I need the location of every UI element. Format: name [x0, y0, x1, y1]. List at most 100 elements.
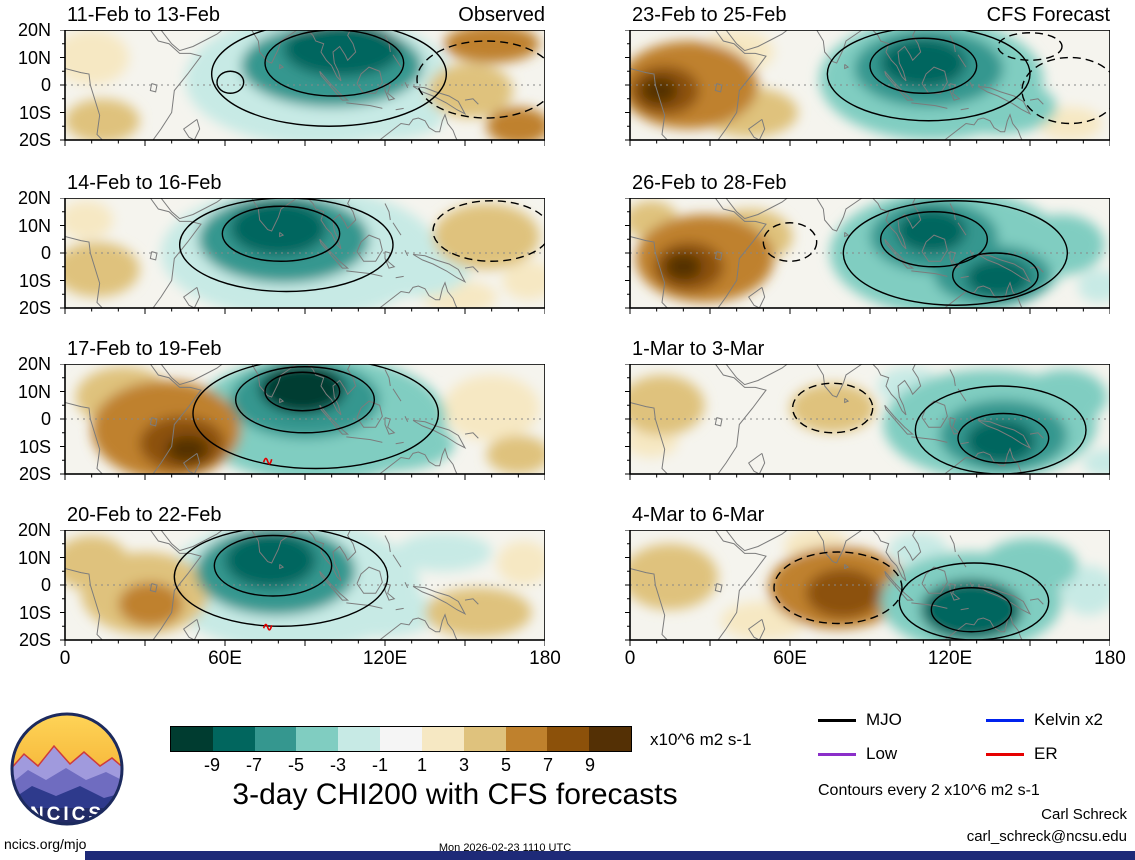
credit-email: carl_schreck@ncsu.edu [966, 828, 1127, 845]
legend-label: ER [1034, 744, 1058, 763]
y-axis-labels: 20N 10N 0 10S 20S [1, 520, 51, 650]
bottom-blue-bar [85, 851, 1135, 860]
y-tick-label: 20S [18, 464, 51, 484]
panel-title: 20-Feb to 22-Feb [67, 504, 222, 526]
colorbar-labels: -9 -7 -5 -3 -1 1 3 5 7 9 [170, 755, 632, 777]
colorbar-tick-label: -7 [245, 755, 263, 775]
legend-label: Low [866, 744, 898, 763]
y-tick-label: 10S [18, 102, 51, 123]
colorbar [170, 726, 632, 752]
y-tick-label: 0 [40, 243, 51, 263]
y-axis-labels: 20N 10N 0 10S 20S [1, 188, 51, 318]
column-header-observed: Observed [458, 4, 545, 26]
panel-title: 14-Feb to 16-Feb [67, 172, 222, 194]
panel-fcst-3: 1-Mar to 3-Mar [624, 338, 1110, 480]
legend-label: MJO [866, 710, 902, 729]
y-tick-label: 0 [40, 575, 51, 595]
map-panel [625, 198, 1110, 314]
ncics-logo: NCICS [10, 712, 124, 826]
map-panel [625, 30, 1110, 146]
map-panel [625, 530, 1110, 646]
y-tick-label: 10N [17, 381, 51, 402]
site-url: ncics.org/mjo [4, 836, 87, 852]
logo-border [10, 712, 124, 826]
colorbar-segment [463, 727, 506, 751]
colorbar-tick-label: -9 [203, 755, 221, 775]
colorbar-segment [338, 727, 381, 751]
legend-line-swatch [986, 752, 1024, 756]
legend-line-swatch [818, 718, 856, 722]
colorbar-tick-label: 7 [542, 755, 554, 775]
colorbar-segment [421, 727, 464, 751]
legend-item-er: ER [986, 744, 1135, 764]
map-panel [625, 364, 1110, 480]
panel-title: 11-Feb to 13-Feb [67, 4, 221, 26]
x-tick-label: 120E [927, 648, 973, 669]
y-tick-label: 0 [40, 409, 51, 429]
y-axis-labels: 20N 10N 0 10S 20S [1, 20, 51, 150]
column-header-cfs-forecast: CFS Forecast [986, 4, 1110, 26]
map-panel [60, 198, 545, 314]
y-tick-label: 20S [18, 630, 51, 650]
panel-obs-3: 17-Feb to 19-Feb 20N 10N 0 10S 20S [18, 338, 545, 484]
panel-title: 1-Mar to 3-Mar [632, 338, 765, 360]
figure-title: 3-day CHI200 with CFS forecasts [232, 778, 678, 811]
panel-fcst-1: 23-Feb to 25-Feb CFS Forecast [624, 4, 1110, 146]
legend-item-low: Low [818, 744, 986, 764]
panel-obs-1: 11-Feb to 13-Feb Observed 20N 10N 0 10S … [18, 4, 545, 150]
credit-name: Carl Schreck [1041, 806, 1127, 823]
colorbar-segment [547, 727, 590, 751]
y-tick-label: 20N [17, 354, 51, 374]
y-tick-label: 10S [18, 602, 51, 623]
x-axis-labels-left: 0 60E 120E 180 [60, 648, 561, 674]
colorbar-segment [171, 727, 213, 751]
x-tick-label: 180 [1094, 648, 1126, 669]
map-panel [60, 30, 545, 146]
contour-note: Contours every 2 x10^6 m2 s-1 [818, 782, 1040, 799]
wave-legend: MJO Kelvin x2 Low ER [818, 710, 1135, 764]
colorbar-tick-label: 9 [584, 755, 596, 775]
y-tick-label: 10N [17, 215, 51, 236]
logo-text: NCICS [30, 804, 104, 825]
panel-fcst-4: 4-Mar to 6-Mar [624, 504, 1110, 646]
colorbar-segment [212, 727, 255, 751]
y-tick-label: 10S [18, 436, 51, 457]
legend-item-mjo: MJO [818, 710, 986, 730]
colorbar-tick-label: -1 [371, 755, 389, 775]
x-tick-label: 0 [624, 648, 636, 669]
panel-title: 4-Mar to 6-Mar [632, 504, 765, 526]
colorbar-segment [296, 727, 339, 751]
x-axis-labels-right: 0 60E 120E 180 [625, 648, 1126, 674]
legend-label: Kelvin x2 [1034, 710, 1103, 729]
y-tick-label: 10N [17, 47, 51, 68]
y-tick-label: 10N [17, 547, 51, 568]
colorbar-tick-label: -3 [329, 755, 347, 775]
panel-title: 17-Feb to 19-Feb [67, 338, 222, 360]
legend-line-swatch [818, 752, 856, 756]
y-tick-label: 20N [17, 20, 51, 40]
x-tick-label: 60E [208, 648, 242, 669]
legend-line-swatch [986, 718, 1024, 722]
colorbar-tick-label: 1 [416, 755, 428, 775]
panel-fcst-2: 26-Feb to 28-Feb [624, 172, 1110, 314]
panel-obs-2: 14-Feb to 16-Feb 20N 10N 0 10S 20S [18, 172, 545, 318]
colorbar-segment [505, 727, 548, 751]
y-tick-label: 0 [40, 75, 51, 95]
x-tick-label: 0 [59, 648, 71, 669]
colorbar-tick-label: 3 [458, 755, 470, 775]
y-tick-label: 10S [18, 270, 51, 291]
panel-title: 23-Feb to 25-Feb [632, 4, 787, 26]
x-tick-label: 180 [529, 648, 561, 669]
colorbar-unit-label: x10^6 m2 s-1 [650, 730, 752, 749]
colorbar-tick-label: 5 [500, 755, 512, 775]
map-panel [60, 364, 545, 480]
x-tick-label: 60E [773, 648, 807, 669]
colorbar-segment [589, 727, 631, 751]
map-panel [60, 530, 545, 646]
colorbar-tick-label: -5 [287, 755, 305, 775]
y-tick-label: 20S [18, 298, 51, 318]
colorbar-segment [380, 727, 422, 751]
colorbar-segment [254, 727, 297, 751]
panel-title: 26-Feb to 28-Feb [632, 172, 787, 194]
